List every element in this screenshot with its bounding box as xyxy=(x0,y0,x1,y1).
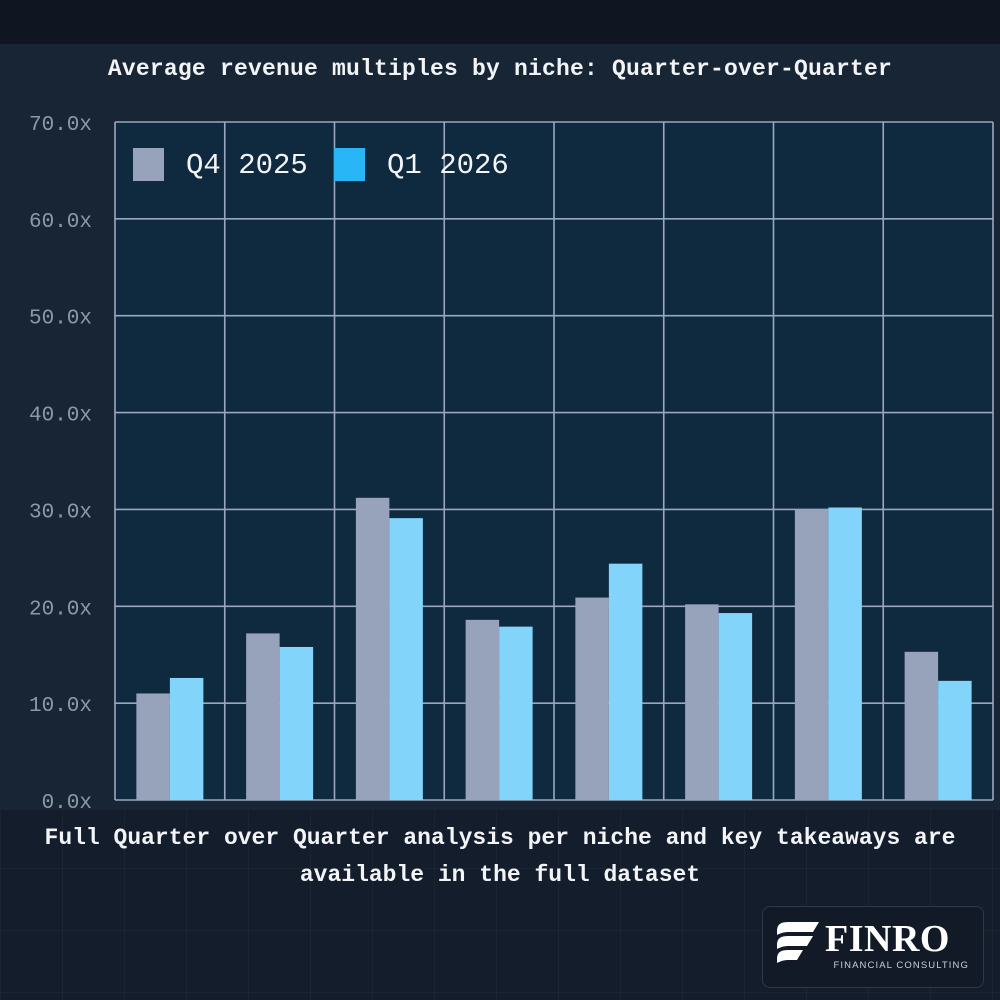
chart-title: Average revenue multiples by niche: Quar… xyxy=(107,56,893,82)
y-tick-label: 30.0x xyxy=(29,501,92,524)
legend-label: Q1 2026 xyxy=(387,149,509,182)
y-tick-label: 60.0x xyxy=(29,211,92,234)
finro-logo-icon xyxy=(777,922,819,963)
bar-q4-2025 xyxy=(246,633,280,800)
bar-q1-2026 xyxy=(169,677,204,800)
y-tick-label: 70.0x xyxy=(29,114,92,137)
bar-q4-2025 xyxy=(136,693,170,800)
top-band xyxy=(0,0,1000,44)
y-tick-label: 40.0x xyxy=(29,405,92,428)
bar-q4-2025 xyxy=(685,604,719,800)
y-tick-label: 0.0x xyxy=(42,792,92,815)
footnote: Full Quarter over Quarter analysis per n… xyxy=(44,825,956,888)
y-tick-label: 20.0x xyxy=(29,598,92,621)
bar-q1-2026 xyxy=(499,626,533,800)
bar-q4-2025 xyxy=(575,597,609,800)
bar-q4-2025 xyxy=(904,651,939,800)
bar-q1-2026 xyxy=(718,613,753,800)
legend-label: Q4 2025 xyxy=(186,149,308,182)
brand-name: FINRO xyxy=(825,918,950,960)
bar-q1-2026 xyxy=(389,518,423,800)
legend-swatch xyxy=(334,148,365,181)
bar-q1-2026 xyxy=(938,680,972,800)
bar-q1-2026 xyxy=(608,563,643,800)
y-tick-label: 50.0x xyxy=(29,308,92,331)
bar-q4-2025 xyxy=(355,497,390,800)
y-tick-label: 10.0x xyxy=(29,695,92,718)
bar-q1-2026 xyxy=(279,646,314,800)
bar-q1-2026 xyxy=(828,507,862,800)
bar-q4-2025 xyxy=(465,619,500,800)
finro-logo[interactable]: FINRO FINANCIAL CONSULTING xyxy=(762,906,984,988)
legend-swatch xyxy=(133,148,164,181)
brand-tagline: FINANCIAL CONSULTING xyxy=(833,960,969,971)
bar-q4-2025 xyxy=(794,509,829,800)
